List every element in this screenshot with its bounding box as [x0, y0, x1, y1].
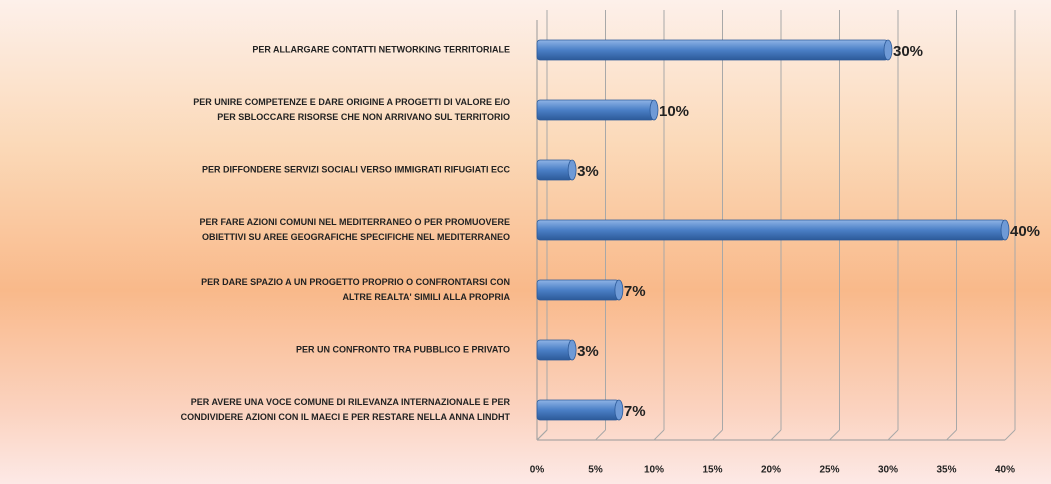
bar	[536, 159, 573, 181]
bar-cap	[1000, 219, 1010, 241]
grid-line	[946, 429, 957, 441]
bar-cap	[614, 399, 624, 421]
value-label: 10%	[659, 103, 689, 120]
x-tick-label: 20%	[761, 465, 781, 476]
y-tick-label: PER ALLARGARE CONTATTI NETWORKING TERRIT…	[252, 44, 510, 55]
x-tick-label: 25%	[819, 465, 839, 476]
grid-line	[653, 429, 665, 441]
grid-line	[1004, 429, 1016, 441]
value-label: 3%	[577, 163, 599, 180]
grid-line	[829, 429, 840, 441]
value-label: 3%	[577, 343, 599, 360]
bar-cap	[567, 159, 577, 181]
value-label: 40%	[1010, 223, 1040, 240]
x-tick-label: 15%	[702, 465, 722, 476]
value-label: 7%	[624, 283, 646, 300]
bar-cap	[567, 339, 577, 361]
bar	[536, 339, 573, 361]
y-tick-label: PER DIFFONDERE SERVIZI SOCIALI VERSO IMM…	[201, 164, 510, 175]
bar	[536, 99, 655, 121]
bar-cap	[649, 99, 659, 121]
y-tick-label: PER UN CONFRONTO TRA PUBBLICO E PRIVATO	[295, 344, 510, 355]
x-tick-label: 10%	[644, 465, 664, 476]
x-tick-label: 0%	[530, 465, 545, 476]
value-label: 7%	[624, 403, 646, 420]
value-label: 30%	[893, 43, 923, 60]
grid-line	[887, 429, 899, 441]
x-tick-label: 40%	[995, 465, 1015, 476]
x-tick-label: 30%	[878, 465, 898, 476]
grid-line	[536, 429, 548, 441]
y-tick-label: PER DARE SPAZIO A UN PROGETTO PROPRIO O …	[201, 277, 510, 302]
grid-line	[712, 429, 723, 441]
x-tick-label: 5%	[588, 465, 603, 476]
bar	[536, 39, 889, 61]
y-tick-label: PER UNIRE COMPETENZE E DARE ORIGINE A PR…	[193, 97, 510, 122]
y-tick-label: PER AVERE UNA VOCE COMUNE DI RILEVANZA I…	[180, 397, 510, 422]
grid-line	[770, 429, 782, 441]
bar	[536, 219, 1006, 241]
bar-cap	[883, 39, 893, 61]
bar	[536, 399, 620, 421]
grid-line	[595, 429, 606, 441]
y-tick-label: PER FARE AZIONI COMUNI NEL MEDITERRANEO …	[199, 217, 510, 242]
bar	[536, 279, 620, 301]
x-tick-label: 35%	[936, 465, 956, 476]
bar-cap	[614, 279, 624, 301]
